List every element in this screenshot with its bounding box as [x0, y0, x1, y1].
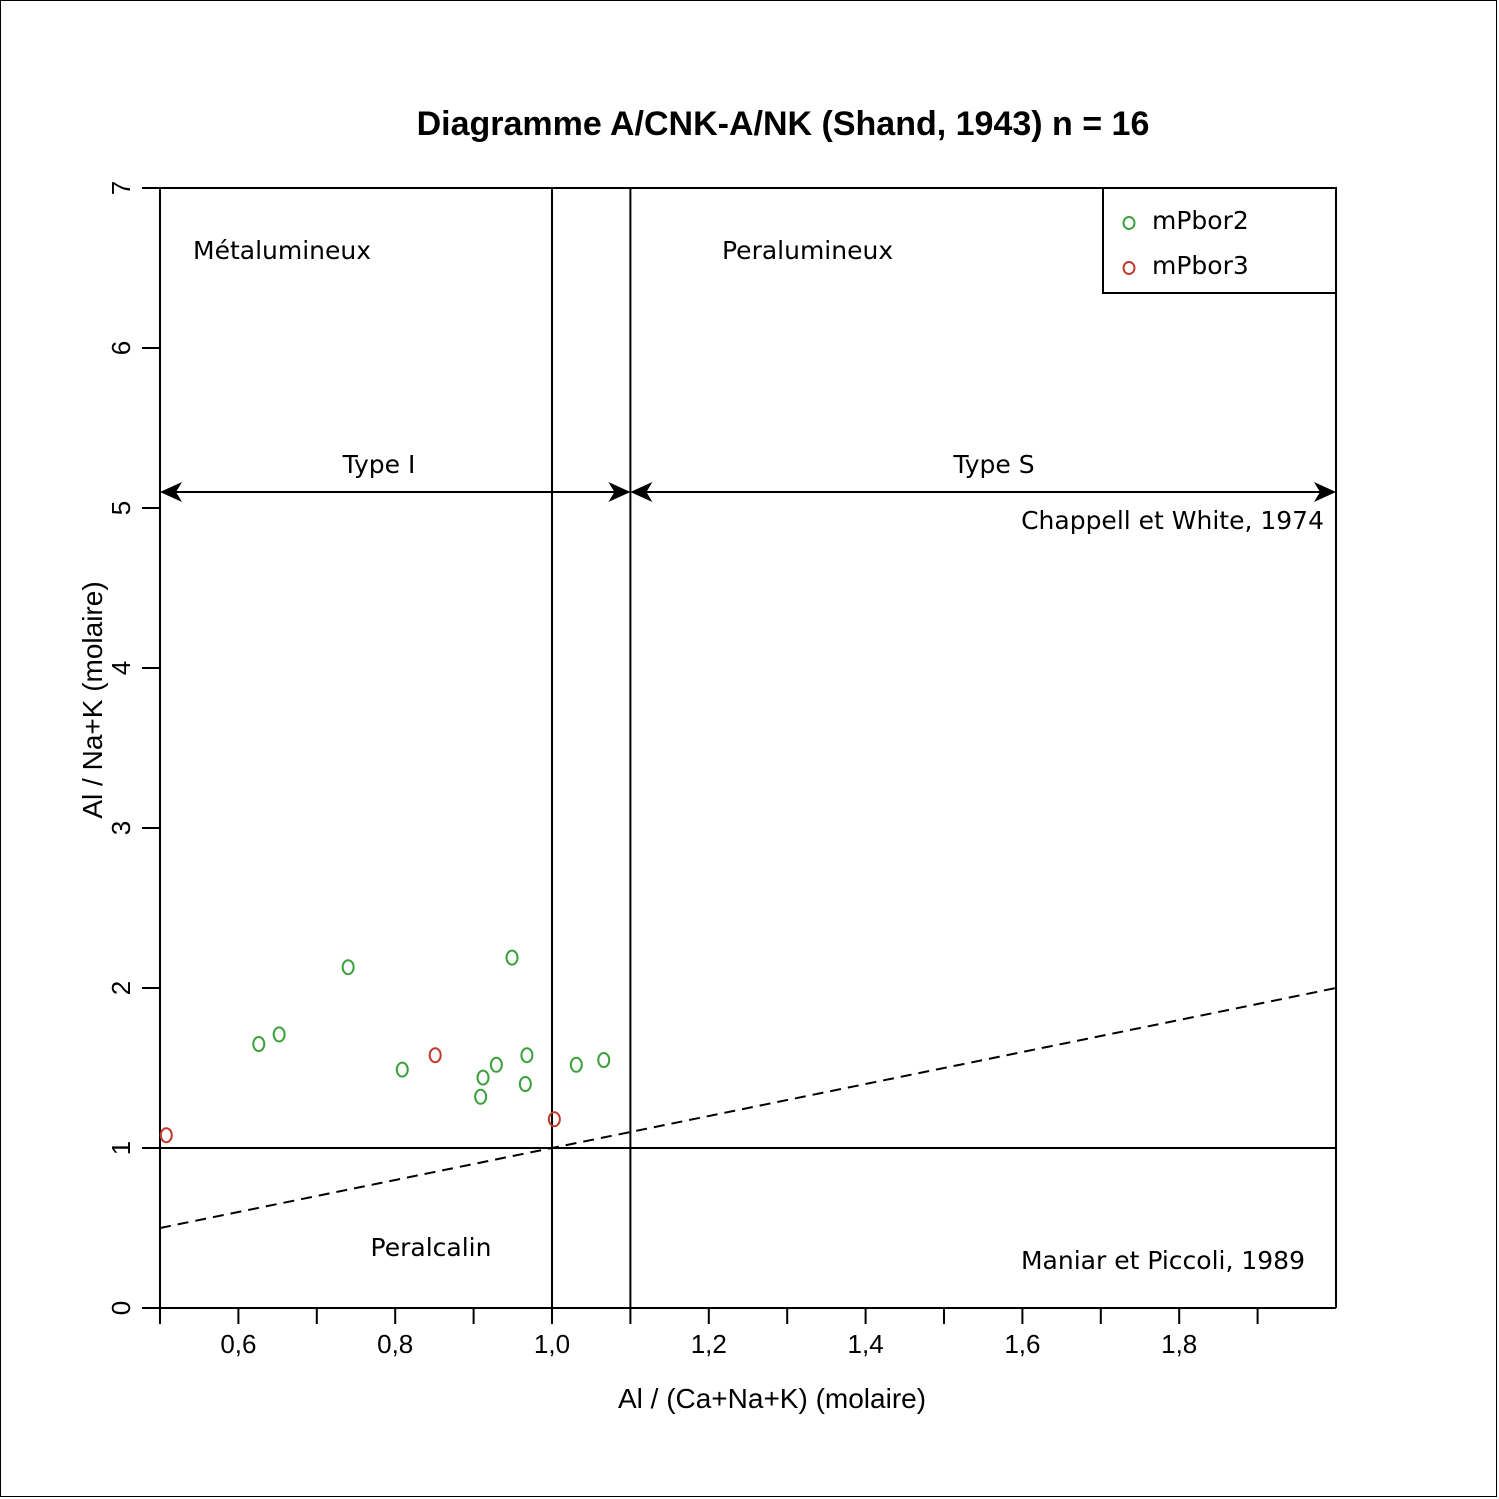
- data-point-mPbor2: [518, 1076, 532, 1092]
- arrowhead-right-icon: [608, 482, 631, 502]
- y-tick-label: 3: [106, 821, 136, 835]
- legend: mPbor2 mPbor3: [1102, 187, 1337, 294]
- reference-lines: [159, 188, 1337, 1308]
- legend-label: mPbor3: [1152, 251, 1249, 280]
- data-point-mPbor2: [252, 1036, 266, 1052]
- source-label-chappell: Chappell et White, 1974: [1021, 506, 1324, 535]
- dashed-boundary-line: [159, 987, 1337, 1229]
- region-label-type-s: Type S: [952, 450, 1034, 479]
- y-axis: 0 1 2 3 4 5 6 7: [106, 181, 160, 1315]
- legend-box: [1102, 187, 1337, 294]
- data-point-mPbor2: [476, 1069, 490, 1086]
- y-tick-label: 5: [106, 501, 136, 515]
- data-point-mPbor2: [395, 1061, 409, 1078]
- x-tick-label: 1,2: [691, 1329, 727, 1359]
- y-tick-label: 0: [106, 1301, 136, 1315]
- source-label-maniar: Maniar et Piccoli, 1989: [1021, 1246, 1305, 1275]
- x-tick-label: 0,6: [220, 1329, 256, 1359]
- legend-marker-icon: [1122, 261, 1136, 275]
- y-tick-label: 6: [106, 341, 136, 355]
- region-label-metaluminous: Métalumineux: [193, 236, 371, 265]
- arrowhead-right-icon: [1314, 482, 1336, 502]
- y-tick-label: 2: [106, 981, 136, 995]
- legend-label: mPbor2: [1152, 206, 1249, 235]
- legend-marker-icon: [1122, 216, 1136, 230]
- data-point-mPbor2: [569, 1056, 583, 1073]
- arrowhead-left-icon: [630, 482, 653, 502]
- x-axis: 0,6 0,8 1,0 1,2 1,4 1,6 1,8: [159, 1308, 1259, 1359]
- region-label-peraluminous: Peralumineux: [722, 236, 893, 265]
- region-label-peralkaline: Peralcalin: [371, 1233, 492, 1262]
- data-point-mPbor2: [505, 949, 519, 966]
- data-point-mPbor2: [272, 1026, 286, 1043]
- x-tick-label: 1,6: [1004, 1329, 1040, 1359]
- x-tick-label: 0,8: [377, 1329, 413, 1359]
- data-point-mPbor3: [547, 1111, 561, 1128]
- chart-title: Diagramme A/CNK-A/NK (Shand, 1943) n = 1…: [417, 105, 1150, 143]
- y-tick-label: 1: [106, 1141, 136, 1155]
- data-point-mPbor3: [159, 1127, 173, 1144]
- data-point-mPbor3: [428, 1047, 442, 1064]
- region-labels: Métalumineux Peralumineux Peralcalin Type I…: [193, 236, 1324, 1275]
- x-tick-label: 1,8: [1161, 1329, 1197, 1359]
- data-point-mPbor2: [474, 1088, 488, 1105]
- y-axis-label: Al / Na+K (molaire): [77, 581, 108, 818]
- data-point-mPbor2: [341, 959, 355, 976]
- x-tick-label: 1,0: [534, 1329, 570, 1359]
- region-label-type-i: Type I: [342, 450, 416, 479]
- data-point-mPbor2: [520, 1047, 534, 1064]
- plot-area: [159, 187, 1337, 1309]
- data-point-mPbor2: [597, 1052, 611, 1068]
- data-points: [159, 949, 611, 1144]
- data-point-mPbor2: [489, 1056, 503, 1073]
- y-tick-label: 7: [106, 181, 136, 195]
- x-axis-label: Al / (Ca+Na+K) (molaire): [618, 1383, 926, 1414]
- x-tick-label: 1,4: [848, 1329, 884, 1359]
- y-tick-label: 4: [106, 661, 136, 675]
- arrowhead-left-icon: [160, 482, 182, 502]
